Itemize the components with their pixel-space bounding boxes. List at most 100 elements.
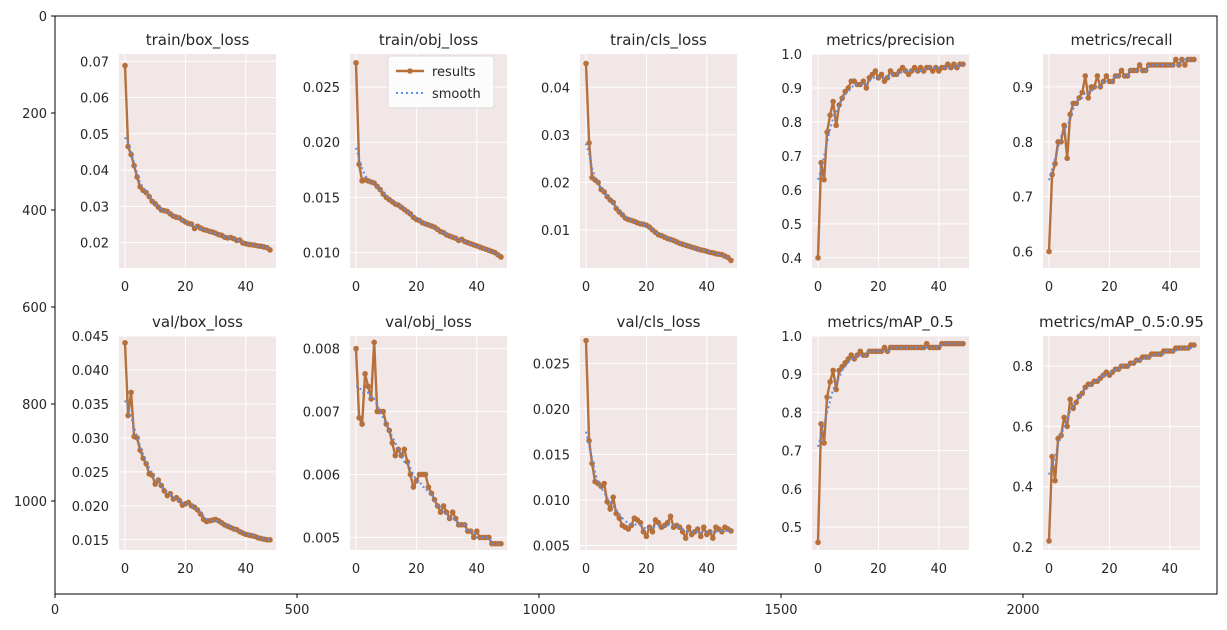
smooth-line [124,400,271,541]
results-point [1173,56,1179,63]
y-tick-label: 0.025 [303,81,340,96]
y-tick-label: 0.6 [1012,420,1033,435]
results-point [155,477,162,483]
outer-y-tick-label: 400 [22,204,47,219]
legend-results-label: results [432,65,476,80]
y-tick-label: 0.2 [1012,541,1033,556]
y-tick-label: 0.5 [781,218,802,233]
results-point [1064,423,1070,430]
results-point [422,471,429,478]
y-tick-label: 0.030 [72,432,109,447]
results-point [380,408,387,415]
x-tick-label: 0 [352,280,360,295]
y-tick-label: 0.03 [541,129,570,144]
results-point [486,534,492,541]
results-point [697,533,704,540]
x-tick-label: 0 [1045,562,1053,577]
subplot-title: train/cls_loss [610,31,707,50]
results-point [586,140,592,146]
y-tick-label: 0.020 [533,403,570,418]
results-point [1070,405,1076,412]
x-tick-label: 20 [408,280,425,295]
y-tick-label: 0.4 [1012,481,1033,496]
results-point [1046,538,1052,544]
results-point [152,481,159,487]
subplot: metrics/mAP_0.5 0.5 0.6 0.7 0.8 0.9 1.0 0 20 40 [781,313,969,577]
smooth-line [817,342,963,448]
outer-axes-frame [54,15,1218,595]
outer-y-tick-label: 200 [22,107,47,122]
subplot-title: val/obj_loss [385,313,472,332]
results-point [131,162,137,169]
results-point [452,515,459,522]
subplot-title: train/obj_loss [379,31,478,50]
y-tick-label: 0.9 [1012,81,1033,96]
y-tick-label: 0.7 [1012,191,1033,206]
y-tick-label: 0.02 [541,176,570,191]
results-point [728,257,734,264]
results-point [839,363,845,370]
results-point [881,344,888,351]
results-point [359,421,365,427]
results-point [923,340,930,347]
results-point [428,490,435,497]
x-tick-label: 0 [1045,280,1053,295]
y-tick-label: 0.9 [781,368,802,383]
outer-y-tick-label: 800 [22,398,47,413]
results-point [821,440,827,446]
x-tick-label: 40 [469,280,486,295]
y-tick-label: 0.7 [781,150,802,165]
x-tick-label: 0 [121,280,129,295]
results-point [425,484,432,490]
subplot-title: train/box_loss [146,31,250,50]
y-tick-label: 1.0 [781,48,802,63]
results-point [710,535,716,541]
y-tick-label: 0.04 [541,81,570,96]
y-tick-label: 0.8 [1012,136,1033,151]
y-tick-label: 0.015 [303,191,340,206]
y-tick-label: 0.045 [72,330,109,345]
x-tick-label: 0 [352,562,360,577]
plot-area [1043,54,1200,268]
y-tick-label: 0.005 [303,531,340,546]
results-point [643,533,650,540]
subplot-grid: train/box_loss 0.02 0.03 0.04 0.05 0.06 0.07 0 2… [72,31,1204,577]
subplot-title: metrics/mAP_0.5 [827,313,953,332]
legend-box [387,55,495,109]
y-tick-label: 0.06 [80,92,109,107]
x-tick-label: 40 [1162,562,1179,577]
outer-x-tick-label: 0 [51,603,59,618]
results-point [122,339,128,346]
results-point [857,348,864,355]
results-point [353,345,359,352]
y-tick-label: 0.5 [781,521,802,536]
outer-x-ticks: 0 500 1000 1500 2000 [51,594,1040,618]
y-tick-label: 0.010 [303,247,340,262]
results-point [824,129,830,135]
results-point [607,506,613,512]
y-tick-label: 0.7 [781,445,802,460]
x-tick-label: 20 [870,562,887,577]
y-tick-label: 0.020 [303,136,340,151]
smooth-line [355,147,502,257]
x-tick-label: 40 [699,280,716,295]
x-tick-label: 0 [582,280,590,295]
results-point [122,62,128,69]
results-point [1103,73,1110,79]
subplot: val/box_loss 0.015 0.020 0.025 0.030 0.035 0.0… [72,313,276,577]
x-tick-label: 20 [177,562,194,577]
x-tick-label: 20 [408,562,425,577]
results-point [1067,396,1073,403]
results-point [1046,248,1052,255]
y-tick-label: 0.02 [80,237,109,252]
results-point [1176,62,1182,68]
results-point [437,509,444,516]
y-tick-label: 0.007 [303,406,340,421]
x-tick-label: 0 [121,562,129,577]
results-point [610,494,617,500]
subplot-title: metrics/recall [1070,31,1172,49]
y-tick-label: 0.07 [80,55,109,70]
y-tick-label: 0.015 [72,534,109,549]
outer-y-tick-label: 600 [22,301,47,316]
results-point [845,356,852,362]
